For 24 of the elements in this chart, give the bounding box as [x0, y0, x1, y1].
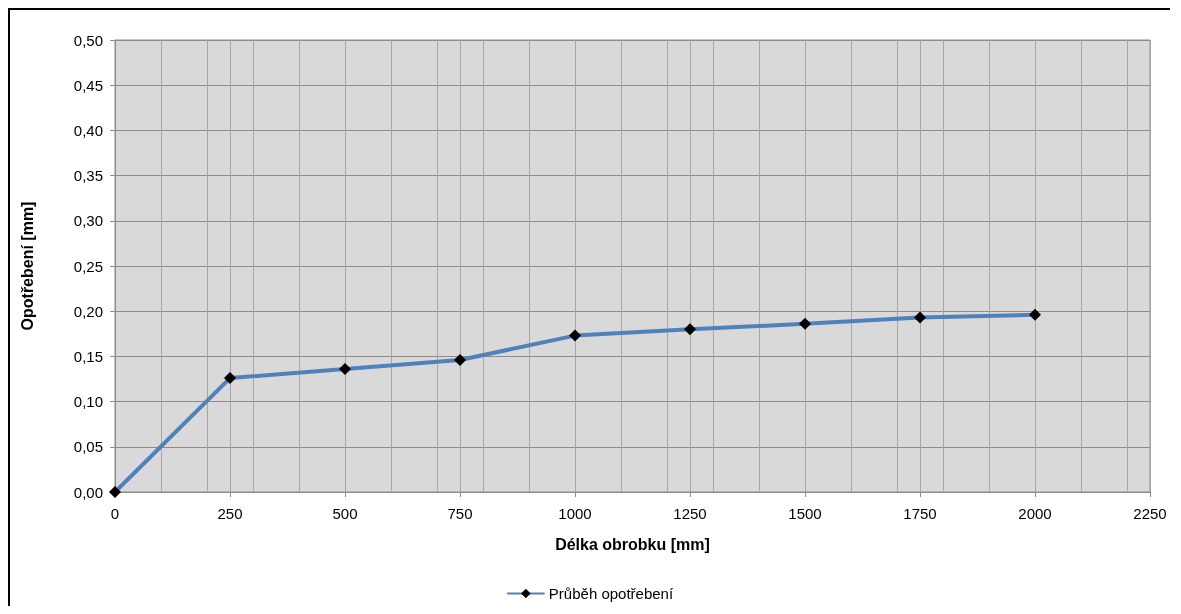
y-tick-label: 0,00: [73, 483, 103, 501]
x-tick-label: 1500: [788, 505, 822, 522]
y-tick-label: 0,05: [73, 438, 103, 456]
x-tick-label: 0: [110, 505, 120, 522]
y-tick-label: 0,25: [73, 257, 103, 275]
x-tick-label: 2000: [1018, 505, 1052, 522]
x-tick-label: 1000: [558, 505, 592, 522]
y-tick-label: 0,20: [73, 302, 103, 320]
y-tick-label: 0,40: [73, 121, 103, 139]
x-tick-label: 750: [447, 505, 473, 522]
y-tick-label: 0,15: [73, 347, 103, 365]
y-axis-title: Opotřebení [mm]: [18, 201, 36, 331]
y-tick-label: 0,45: [73, 76, 103, 94]
y-tick-label: 0,10: [73, 393, 103, 411]
x-tick-label: 1750: [903, 505, 937, 522]
x-tick-label: 250: [217, 505, 243, 522]
x-axis-title: Délka obrobku [mm]: [555, 535, 710, 553]
x-tick-label: 2250: [1133, 505, 1167, 522]
x-tick-label: 500: [332, 505, 358, 522]
y-tick-label: 0,35: [73, 167, 103, 185]
x-tick-label: 1250: [673, 505, 707, 522]
legend-label: Průběh opotřebení: [548, 585, 674, 602]
y-tick-label: 0,30: [73, 212, 103, 230]
y-tick-label: 0,50: [73, 31, 103, 49]
